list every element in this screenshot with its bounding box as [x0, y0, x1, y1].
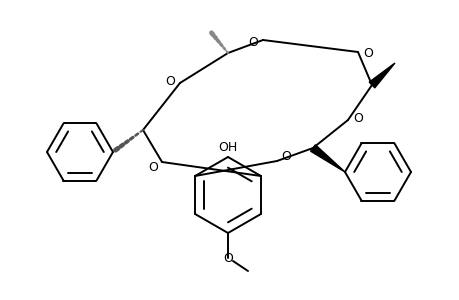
- Text: OH: OH: [218, 140, 237, 154]
- Text: O: O: [362, 46, 372, 59]
- Text: O: O: [353, 112, 362, 124]
- Text: O: O: [165, 74, 174, 88]
- Text: O: O: [280, 149, 290, 163]
- Polygon shape: [310, 145, 344, 172]
- Polygon shape: [369, 63, 394, 88]
- Text: O: O: [223, 253, 232, 266]
- Text: O: O: [148, 160, 157, 173]
- Text: O: O: [247, 35, 257, 49]
